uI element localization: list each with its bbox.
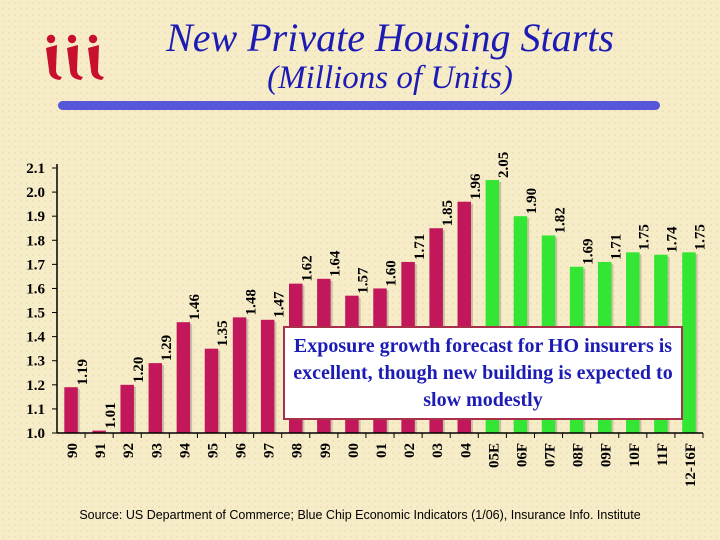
x-tick-label-95: 95 bbox=[205, 443, 221, 458]
value-label-98: 1.62 bbox=[299, 255, 315, 281]
x-tick-label-07F: 07F bbox=[543, 443, 559, 467]
x-tick-label-09F: 09F bbox=[599, 443, 615, 467]
value-label-91: 1.01 bbox=[103, 402, 119, 428]
value-label-09F: 1.71 bbox=[608, 234, 624, 260]
value-label-07F: 1.82 bbox=[552, 207, 568, 233]
chart-title: New Private Housing Starts bbox=[166, 15, 614, 60]
y-tick-label: 1.1 bbox=[26, 402, 45, 418]
y-tick-label: 2.0 bbox=[26, 185, 45, 201]
value-label-01: 1.60 bbox=[384, 260, 400, 286]
bar-92 bbox=[120, 384, 134, 433]
bar-97 bbox=[260, 319, 275, 433]
x-tick-label-93: 93 bbox=[149, 443, 165, 458]
bar-93 bbox=[148, 363, 163, 433]
chart-subtitle: (Millions of Units) bbox=[267, 60, 513, 96]
x-tick-label-90: 90 bbox=[65, 443, 81, 458]
x-tick-label-04: 04 bbox=[458, 443, 474, 459]
bar-96 bbox=[232, 317, 247, 433]
y-tick-label: 1.2 bbox=[26, 378, 45, 394]
y-tick-label: 1.9 bbox=[26, 209, 45, 225]
value-label-93: 1.29 bbox=[159, 335, 175, 361]
callout-box: Exposure growth forecast for HO insurers… bbox=[283, 326, 683, 420]
value-label-06F: 1.90 bbox=[524, 188, 540, 214]
x-tick-label-98: 98 bbox=[290, 443, 306, 458]
x-tick-label-11F: 11F bbox=[655, 443, 671, 466]
bar-12-16F bbox=[682, 252, 696, 433]
title-underline bbox=[58, 101, 660, 110]
source-note: Source: US Department of Commerce; Blue … bbox=[79, 508, 641, 522]
x-tick-label-96: 96 bbox=[234, 443, 250, 459]
value-label-99: 1.64 bbox=[328, 250, 344, 277]
x-tick-label-97: 97 bbox=[262, 443, 278, 459]
x-tick-label-10F: 10F bbox=[627, 443, 643, 467]
x-tick-label-12-16F: 12-16F bbox=[683, 443, 699, 487]
x-tick-label-00: 00 bbox=[346, 443, 362, 458]
y-tick-label: 1.5 bbox=[26, 306, 45, 322]
bar-95 bbox=[204, 348, 219, 433]
x-tick-label-05E: 05E bbox=[486, 443, 502, 468]
x-tick-label-06F: 06F bbox=[514, 443, 530, 467]
y-tick-label: 1.0 bbox=[26, 426, 45, 442]
value-label-96: 1.48 bbox=[243, 289, 259, 315]
y-tick-label: 1.6 bbox=[26, 281, 45, 297]
value-label-12-16F: 1.75 bbox=[693, 224, 709, 250]
bar-94 bbox=[176, 322, 191, 433]
value-label-11F: 1.74 bbox=[665, 226, 681, 253]
value-label-00: 1.57 bbox=[356, 267, 372, 294]
bar-90 bbox=[64, 387, 78, 433]
x-tick-label-08F: 08F bbox=[571, 443, 587, 467]
y-tick-label: 2.1 bbox=[26, 161, 45, 177]
x-tick-label-94: 94 bbox=[177, 443, 193, 459]
value-label-08F: 1.69 bbox=[580, 239, 596, 265]
value-labels: 1.19 1.01 1.20 1.29 1.46 1.35 1.48 1.47 1.62 1.64… bbox=[75, 152, 709, 429]
iii-logo-icon bbox=[40, 32, 104, 89]
y-tick-label: 1.7 bbox=[26, 257, 45, 273]
bar-91 bbox=[92, 430, 106, 433]
value-label-90: 1.19 bbox=[75, 359, 91, 385]
x-tick-label-99: 99 bbox=[318, 443, 334, 458]
value-label-97: 1.47 bbox=[271, 291, 287, 318]
x-tick-label-91: 91 bbox=[93, 443, 109, 458]
value-label-95: 1.35 bbox=[215, 320, 231, 346]
x-tick-label-02: 02 bbox=[402, 443, 418, 458]
x-tick-label-01: 01 bbox=[374, 443, 390, 458]
y-tick-label: 1.8 bbox=[26, 233, 45, 249]
value-label-02: 1.71 bbox=[412, 234, 428, 260]
y-tick-label: 1.3 bbox=[26, 354, 45, 370]
x-tick-label-03: 03 bbox=[430, 443, 446, 458]
value-label-92: 1.20 bbox=[131, 357, 147, 383]
y-axis: 1.0 1.1 1.2 1.3 1.4 1.5 1.6 1.7 1.8 1.9 2.0 2.1 bbox=[26, 161, 58, 442]
x-axis: 90 91 92 93 94 95 96 97 98 99 00 01 02 03 04 05E 06F 07F 0… bbox=[57, 432, 704, 487]
value-label-94: 1.46 bbox=[187, 293, 203, 320]
value-label-05E: 2.05 bbox=[496, 152, 512, 178]
x-tick-label-92: 92 bbox=[121, 443, 137, 458]
value-label-03: 1.85 bbox=[440, 200, 456, 226]
value-label-10F: 1.75 bbox=[637, 224, 653, 250]
y-tick-label: 1.4 bbox=[26, 330, 45, 346]
value-label-04: 1.96 bbox=[468, 173, 484, 200]
